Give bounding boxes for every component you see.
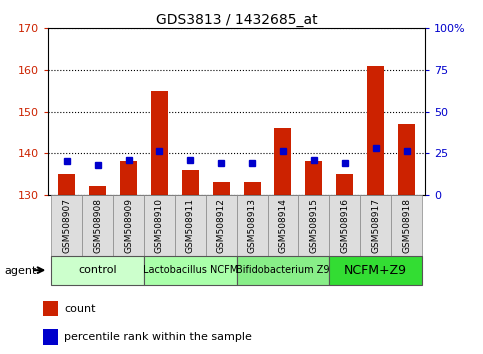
Bar bbox=[367, 66, 384, 195]
Text: count: count bbox=[64, 303, 96, 314]
Bar bbox=[305, 161, 322, 195]
Text: GSM508909: GSM508909 bbox=[124, 198, 133, 253]
FancyBboxPatch shape bbox=[329, 256, 422, 285]
FancyBboxPatch shape bbox=[51, 195, 82, 258]
Bar bbox=[43, 329, 58, 345]
Text: NCFM+Z9: NCFM+Z9 bbox=[344, 264, 407, 277]
Bar bbox=[58, 174, 75, 195]
Text: percentile rank within the sample: percentile rank within the sample bbox=[64, 332, 252, 342]
Text: GSM508917: GSM508917 bbox=[371, 198, 380, 253]
FancyBboxPatch shape bbox=[144, 195, 175, 258]
Text: Bifidobacterium Z9: Bifidobacterium Z9 bbox=[236, 265, 330, 275]
FancyBboxPatch shape bbox=[360, 195, 391, 258]
Text: agent: agent bbox=[5, 266, 37, 276]
FancyBboxPatch shape bbox=[329, 195, 360, 258]
Bar bbox=[243, 182, 261, 195]
Bar bbox=[213, 182, 230, 195]
Title: GDS3813 / 1432685_at: GDS3813 / 1432685_at bbox=[156, 13, 317, 27]
Bar bbox=[182, 170, 199, 195]
FancyBboxPatch shape bbox=[175, 195, 206, 258]
Text: GSM508912: GSM508912 bbox=[217, 198, 226, 253]
Bar bbox=[398, 124, 415, 195]
FancyBboxPatch shape bbox=[51, 256, 144, 285]
Text: control: control bbox=[78, 265, 117, 275]
Bar bbox=[120, 161, 137, 195]
FancyBboxPatch shape bbox=[206, 195, 237, 258]
Text: GSM508916: GSM508916 bbox=[340, 198, 349, 253]
Bar bbox=[89, 186, 106, 195]
FancyBboxPatch shape bbox=[144, 256, 237, 285]
Text: GSM508914: GSM508914 bbox=[279, 198, 287, 253]
Text: GSM508910: GSM508910 bbox=[155, 198, 164, 253]
Text: GSM508907: GSM508907 bbox=[62, 198, 71, 253]
FancyBboxPatch shape bbox=[268, 195, 298, 258]
Bar bbox=[43, 301, 58, 316]
Text: GSM508911: GSM508911 bbox=[186, 198, 195, 253]
FancyBboxPatch shape bbox=[298, 195, 329, 258]
FancyBboxPatch shape bbox=[237, 256, 329, 285]
Text: GSM508918: GSM508918 bbox=[402, 198, 411, 253]
FancyBboxPatch shape bbox=[113, 195, 144, 258]
Text: GSM508913: GSM508913 bbox=[248, 198, 256, 253]
FancyBboxPatch shape bbox=[391, 195, 422, 258]
Bar bbox=[336, 174, 353, 195]
Bar bbox=[274, 128, 291, 195]
Text: Lactobacillus NCFM: Lactobacillus NCFM bbox=[142, 265, 238, 275]
FancyBboxPatch shape bbox=[237, 195, 268, 258]
Text: GSM508908: GSM508908 bbox=[93, 198, 102, 253]
FancyBboxPatch shape bbox=[82, 195, 113, 258]
Text: GSM508915: GSM508915 bbox=[310, 198, 318, 253]
Bar bbox=[151, 91, 168, 195]
